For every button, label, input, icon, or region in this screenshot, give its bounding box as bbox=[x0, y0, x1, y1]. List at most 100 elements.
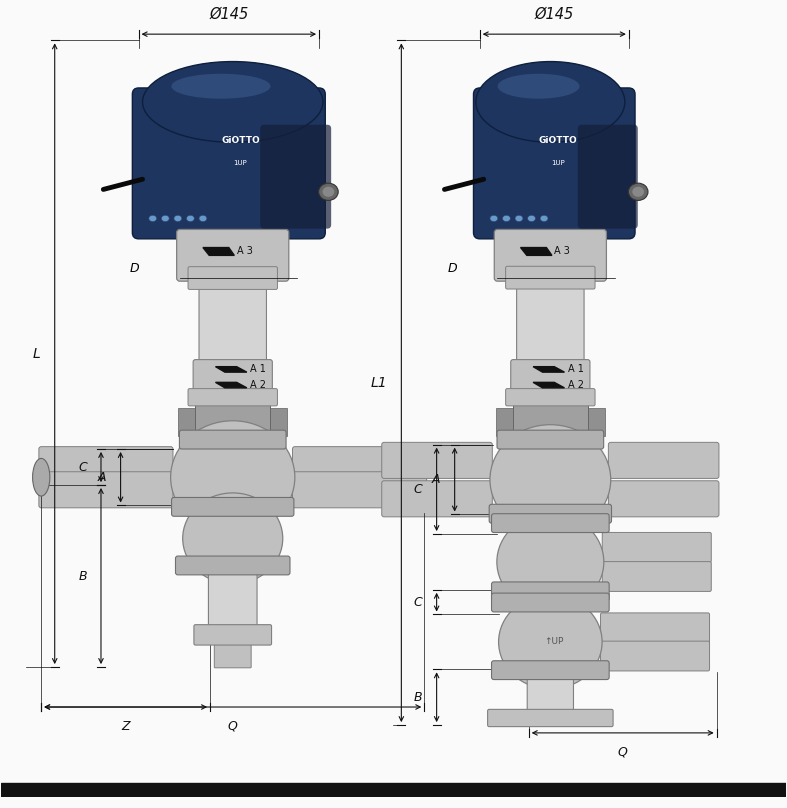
FancyBboxPatch shape bbox=[505, 267, 595, 289]
FancyBboxPatch shape bbox=[494, 229, 607, 281]
Text: L: L bbox=[33, 347, 41, 360]
Text: A 2: A 2 bbox=[567, 380, 584, 389]
Text: B: B bbox=[78, 570, 87, 583]
Text: GiOTTO: GiOTTO bbox=[221, 136, 260, 145]
Polygon shape bbox=[216, 382, 247, 388]
Text: Q: Q bbox=[227, 720, 238, 733]
Text: A: A bbox=[432, 473, 441, 486]
FancyBboxPatch shape bbox=[492, 582, 609, 601]
Ellipse shape bbox=[515, 215, 523, 221]
FancyBboxPatch shape bbox=[179, 430, 286, 449]
FancyBboxPatch shape bbox=[505, 389, 595, 406]
FancyBboxPatch shape bbox=[600, 613, 710, 642]
Ellipse shape bbox=[183, 493, 283, 584]
Text: C: C bbox=[414, 595, 423, 608]
Text: Z: Z bbox=[121, 720, 130, 733]
FancyBboxPatch shape bbox=[293, 447, 427, 482]
Text: L1: L1 bbox=[371, 376, 387, 389]
Bar bbox=[178, 408, 195, 436]
FancyBboxPatch shape bbox=[199, 276, 267, 364]
Ellipse shape bbox=[172, 74, 271, 99]
FancyBboxPatch shape bbox=[474, 88, 635, 239]
Text: A 1: A 1 bbox=[250, 364, 266, 374]
FancyBboxPatch shape bbox=[608, 442, 719, 478]
FancyBboxPatch shape bbox=[260, 124, 331, 229]
Ellipse shape bbox=[142, 61, 323, 142]
Text: C: C bbox=[78, 461, 87, 473]
Ellipse shape bbox=[149, 215, 157, 221]
Text: B: B bbox=[414, 691, 423, 704]
Text: GiOTTO: GiOTTO bbox=[539, 136, 578, 145]
FancyBboxPatch shape bbox=[382, 481, 493, 517]
FancyBboxPatch shape bbox=[39, 472, 173, 507]
FancyBboxPatch shape bbox=[172, 498, 294, 516]
Text: 1UP: 1UP bbox=[552, 161, 565, 166]
Bar bbox=[496, 408, 513, 436]
Ellipse shape bbox=[527, 215, 535, 221]
Ellipse shape bbox=[476, 61, 625, 142]
Ellipse shape bbox=[540, 215, 548, 221]
FancyBboxPatch shape bbox=[602, 532, 711, 562]
Polygon shape bbox=[216, 367, 247, 372]
FancyBboxPatch shape bbox=[132, 88, 325, 239]
Text: A 2: A 2 bbox=[250, 380, 266, 389]
FancyBboxPatch shape bbox=[516, 276, 584, 364]
FancyBboxPatch shape bbox=[188, 267, 278, 289]
Ellipse shape bbox=[32, 458, 50, 496]
Text: Ø145: Ø145 bbox=[534, 6, 574, 22]
FancyBboxPatch shape bbox=[492, 661, 609, 680]
FancyBboxPatch shape bbox=[176, 229, 289, 281]
FancyBboxPatch shape bbox=[492, 593, 609, 612]
Polygon shape bbox=[203, 247, 235, 255]
Polygon shape bbox=[533, 367, 564, 372]
Ellipse shape bbox=[323, 187, 334, 197]
Ellipse shape bbox=[628, 183, 648, 200]
FancyBboxPatch shape bbox=[600, 641, 710, 671]
FancyBboxPatch shape bbox=[492, 514, 609, 532]
FancyBboxPatch shape bbox=[194, 625, 272, 645]
Text: ↑UP: ↑UP bbox=[545, 638, 564, 646]
Text: 1UP: 1UP bbox=[234, 161, 247, 166]
Ellipse shape bbox=[319, 183, 338, 200]
Bar bbox=[270, 408, 287, 436]
FancyBboxPatch shape bbox=[527, 675, 574, 713]
Text: Q: Q bbox=[618, 746, 627, 759]
FancyBboxPatch shape bbox=[526, 597, 575, 608]
FancyBboxPatch shape bbox=[602, 562, 711, 591]
Ellipse shape bbox=[497, 513, 604, 611]
Bar bbox=[513, 404, 588, 440]
FancyBboxPatch shape bbox=[293, 472, 427, 507]
Ellipse shape bbox=[497, 74, 579, 99]
FancyBboxPatch shape bbox=[39, 447, 173, 482]
FancyBboxPatch shape bbox=[176, 556, 290, 574]
Ellipse shape bbox=[199, 215, 207, 221]
Ellipse shape bbox=[490, 215, 498, 221]
Ellipse shape bbox=[503, 215, 510, 221]
Polygon shape bbox=[533, 382, 564, 388]
FancyBboxPatch shape bbox=[214, 642, 251, 667]
Bar bbox=[195, 404, 270, 440]
FancyBboxPatch shape bbox=[490, 504, 611, 523]
Ellipse shape bbox=[161, 215, 169, 221]
Ellipse shape bbox=[632, 187, 644, 197]
Text: A 1: A 1 bbox=[567, 364, 583, 374]
Ellipse shape bbox=[174, 215, 182, 221]
FancyBboxPatch shape bbox=[526, 520, 575, 527]
Text: D: D bbox=[448, 262, 457, 275]
Text: A 3: A 3 bbox=[554, 246, 570, 256]
Ellipse shape bbox=[171, 421, 295, 534]
Text: A 3: A 3 bbox=[237, 246, 253, 256]
Text: Ø145: Ø145 bbox=[209, 6, 249, 22]
FancyBboxPatch shape bbox=[488, 709, 613, 726]
FancyBboxPatch shape bbox=[497, 430, 604, 449]
Bar bbox=[588, 408, 605, 436]
Text: A: A bbox=[98, 471, 106, 484]
FancyBboxPatch shape bbox=[578, 124, 637, 229]
FancyBboxPatch shape bbox=[209, 571, 257, 628]
Text: D: D bbox=[130, 262, 139, 275]
FancyBboxPatch shape bbox=[511, 360, 590, 400]
FancyBboxPatch shape bbox=[188, 389, 278, 406]
Text: C: C bbox=[414, 483, 423, 496]
Ellipse shape bbox=[490, 425, 611, 534]
Ellipse shape bbox=[499, 595, 602, 689]
